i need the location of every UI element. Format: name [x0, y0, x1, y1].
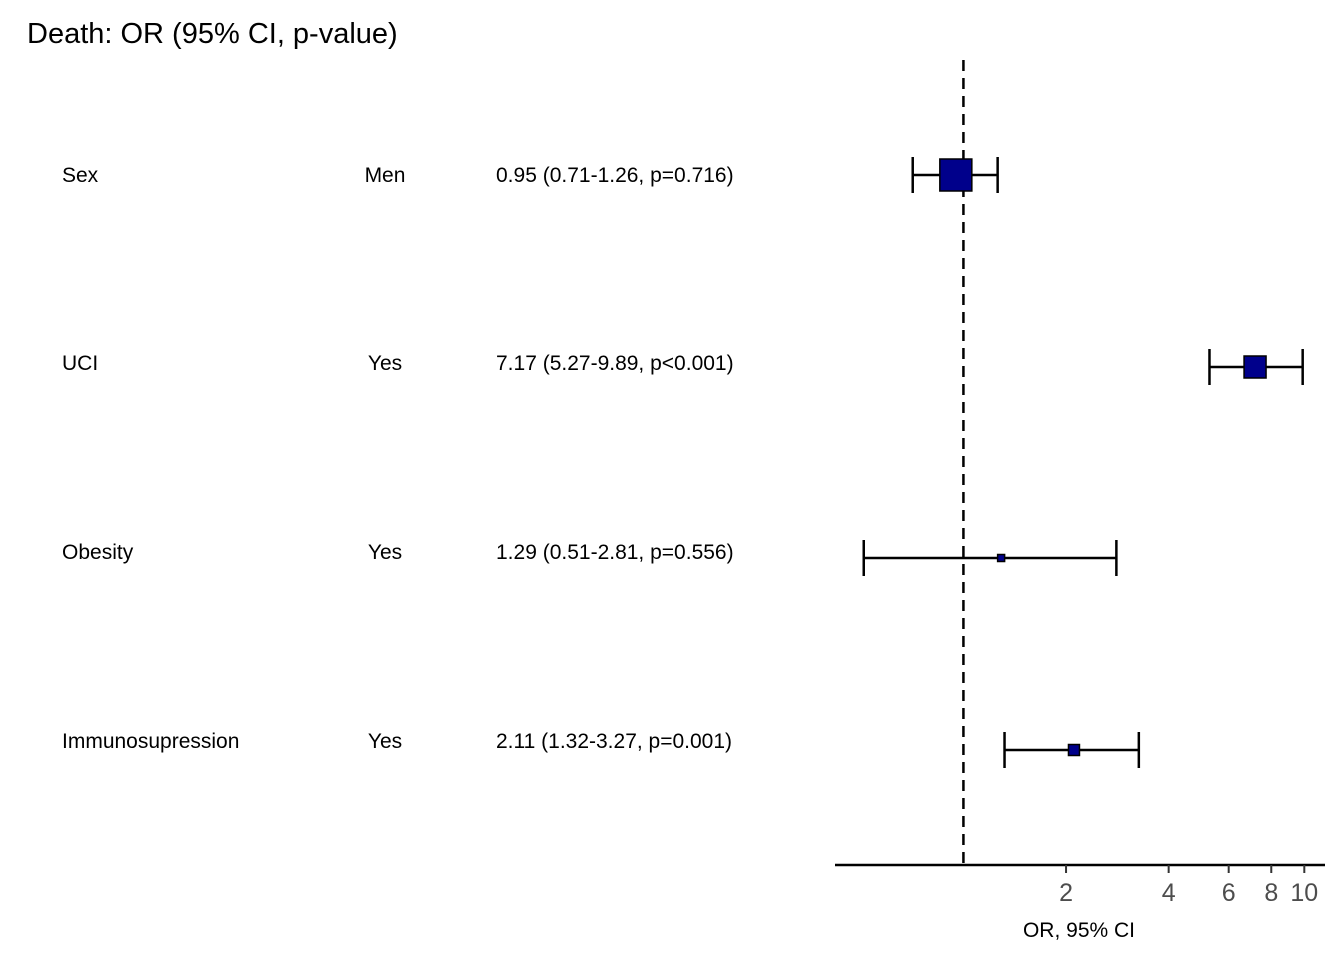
- or-point: [939, 158, 973, 192]
- or-point: [996, 553, 1006, 563]
- row-level-label: Yes: [367, 352, 403, 375]
- x-tick-label: 2: [1059, 879, 1073, 907]
- row-ci-text: 0.95 (0.71-1.26, p=0.716): [496, 164, 734, 187]
- row-variable-label: Immunosupression: [62, 730, 240, 753]
- or-point: [1243, 355, 1267, 379]
- row-ci-text: 7.17 (5.27-9.89, p<0.001): [496, 352, 734, 375]
- row-level-label: Yes: [367, 541, 403, 564]
- x-tick-label: 6: [1222, 879, 1236, 907]
- chart-title: Death: OR (95% CI, p-value): [27, 18, 398, 50]
- or-point: [1067, 743, 1081, 757]
- x-tick-label: 10: [1290, 879, 1318, 907]
- x-axis-title: OR, 95% CI: [1023, 919, 1135, 942]
- row-variable-label: Sex: [62, 164, 99, 187]
- row-variable-label: Obesity: [62, 541, 134, 564]
- row-ci-text: 1.29 (0.51-2.81, p=0.556): [496, 541, 734, 564]
- x-tick-label: 8: [1264, 879, 1278, 907]
- row-level-label: Men: [364, 164, 406, 187]
- row-variable-label: UCI: [62, 352, 99, 375]
- row-level-label: Yes: [367, 730, 403, 753]
- x-tick-label: 4: [1162, 879, 1176, 907]
- row-ci-text: 2.11 (1.32-3.27, p=0.001): [496, 730, 733, 753]
